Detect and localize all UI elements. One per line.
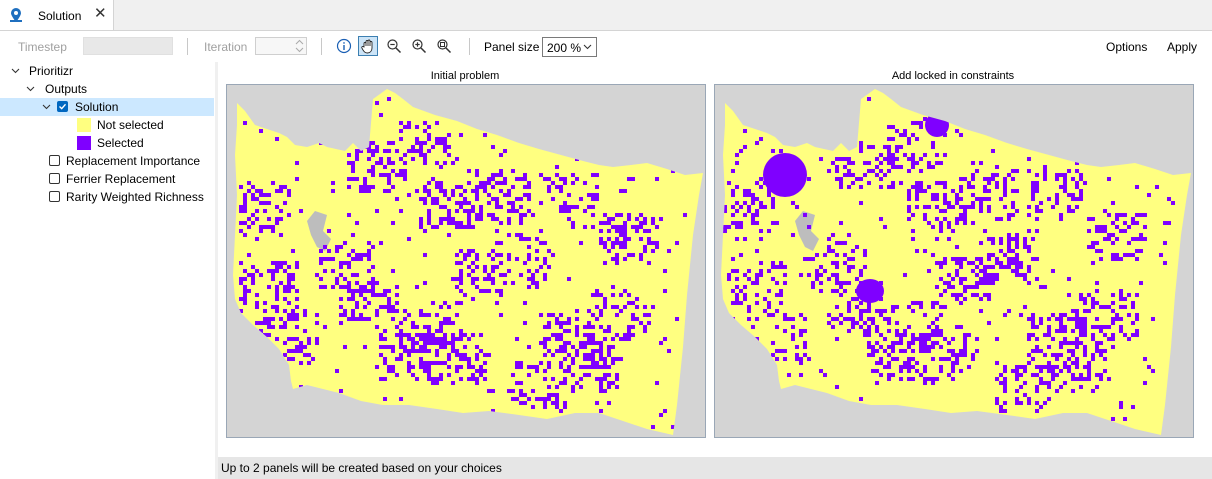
tree-node-rarity-weighted-richness[interactable]: Rarity Weighted Richness [0, 188, 214, 206]
chevron-down-icon[interactable] [26, 84, 35, 93]
layer-tree: Prioritizr Outputs Solution Not selected… [0, 62, 215, 479]
map-panels-area: Initial problem Add locked in constraint… [218, 62, 1212, 457]
map-panel-initial[interactable] [226, 84, 706, 438]
water-body [795, 211, 819, 251]
close-icon[interactable]: ✕ [94, 5, 107, 22]
zoom-in-icon [412, 39, 427, 54]
panel-title: Initial problem [430, 70, 500, 82]
tree-label-solution: Solution [75, 100, 119, 114]
iteration-label: Iteration [204, 40, 248, 54]
solution-map[interactable] [715, 85, 1193, 437]
options-button[interactable]: Options [1106, 40, 1148, 54]
legend-swatch-not-selected [77, 118, 91, 132]
pan-button[interactable] [358, 36, 378, 56]
solution-checkbox[interactable] [57, 101, 68, 112]
legend-item: Selected [0, 134, 214, 152]
tree-label-layer: Replacement Importance [66, 154, 201, 168]
layer-checkbox[interactable] [49, 173, 60, 184]
toolbar-separator [469, 38, 470, 55]
timestep-slider[interactable] [83, 37, 173, 55]
selected-cells [721, 97, 1187, 435]
toolbar: Timestep Iteration Panel size 200 % Opti… [0, 31, 1212, 62]
tree-node-outputs[interactable]: Outputs [0, 80, 214, 98]
toolbar-separator [321, 38, 322, 55]
timestep-label: Timestep [18, 40, 67, 54]
locked-in-area [856, 279, 884, 303]
tree-node-ferrier-replacement[interactable]: Ferrier Replacement [0, 170, 214, 188]
zoom-in-button[interactable] [409, 36, 429, 56]
selected-cells [233, 97, 699, 435]
selection-highlight [0, 98, 214, 116]
spin-arrows-icon[interactable] [295, 39, 304, 53]
zoom-out-button[interactable] [384, 36, 404, 56]
iteration-stepper[interactable] [255, 37, 307, 55]
zoom-extent-button[interactable] [434, 36, 454, 56]
toolbar-separator [187, 38, 188, 55]
tree-label-outputs: Outputs [45, 82, 88, 96]
legend-item: Not selected [0, 116, 214, 134]
layer-checkbox[interactable] [49, 155, 60, 166]
tree-node-replacement-importance[interactable]: Replacement Importance [0, 152, 214, 170]
locked-in-area [925, 113, 949, 137]
info-icon [336, 38, 352, 54]
panel-size-value: 200 % [547, 41, 582, 55]
pan-hand-icon [361, 39, 373, 54]
map-panel-locked[interactable] [714, 84, 1194, 438]
chevron-down-icon [583, 44, 592, 50]
water-body [307, 211, 331, 251]
apply-button[interactable]: Apply [1167, 40, 1198, 54]
tab-title: Solution [38, 9, 82, 23]
status-text: Up to 2 panels will be created based on … [221, 461, 502, 475]
pane-splitter[interactable] [215, 62, 218, 479]
tab-bar: Solution ✕ [0, 0, 1212, 31]
tree-label-layer: Ferrier Replacement [66, 172, 176, 186]
map-pin-user-icon [10, 8, 22, 22]
panel-title: Add locked in constraints [891, 70, 1015, 82]
tree-node-prioritizr[interactable]: Prioritizr [0, 62, 214, 80]
tree-label-prioritizr: Prioritizr [29, 64, 73, 78]
checkmark-icon [59, 103, 67, 110]
tab-solution[interactable]: Solution ✕ [0, 0, 114, 30]
panel-size-label: Panel size [484, 40, 540, 54]
layer-checkbox[interactable] [49, 191, 60, 202]
locked-in-area [763, 153, 807, 197]
legend-swatch-selected [77, 136, 91, 150]
state-outline [233, 89, 703, 435]
zoom-out-icon [387, 39, 402, 54]
info-button[interactable] [334, 36, 354, 56]
legend-label: Not selected [97, 118, 164, 132]
zoom-extent-icon [437, 39, 452, 54]
chevron-down-icon[interactable] [11, 66, 20, 75]
chevron-down-icon[interactable] [42, 102, 51, 111]
panel-size-select[interactable]: 200 % [542, 37, 597, 57]
tree-node-solution[interactable]: Solution [0, 98, 214, 116]
tree-label-layer: Rarity Weighted Richness [66, 190, 204, 204]
status-bar: Up to 2 panels will be created based on … [218, 457, 1212, 479]
solution-map[interactable] [227, 85, 705, 437]
legend-label: Selected [97, 136, 144, 150]
